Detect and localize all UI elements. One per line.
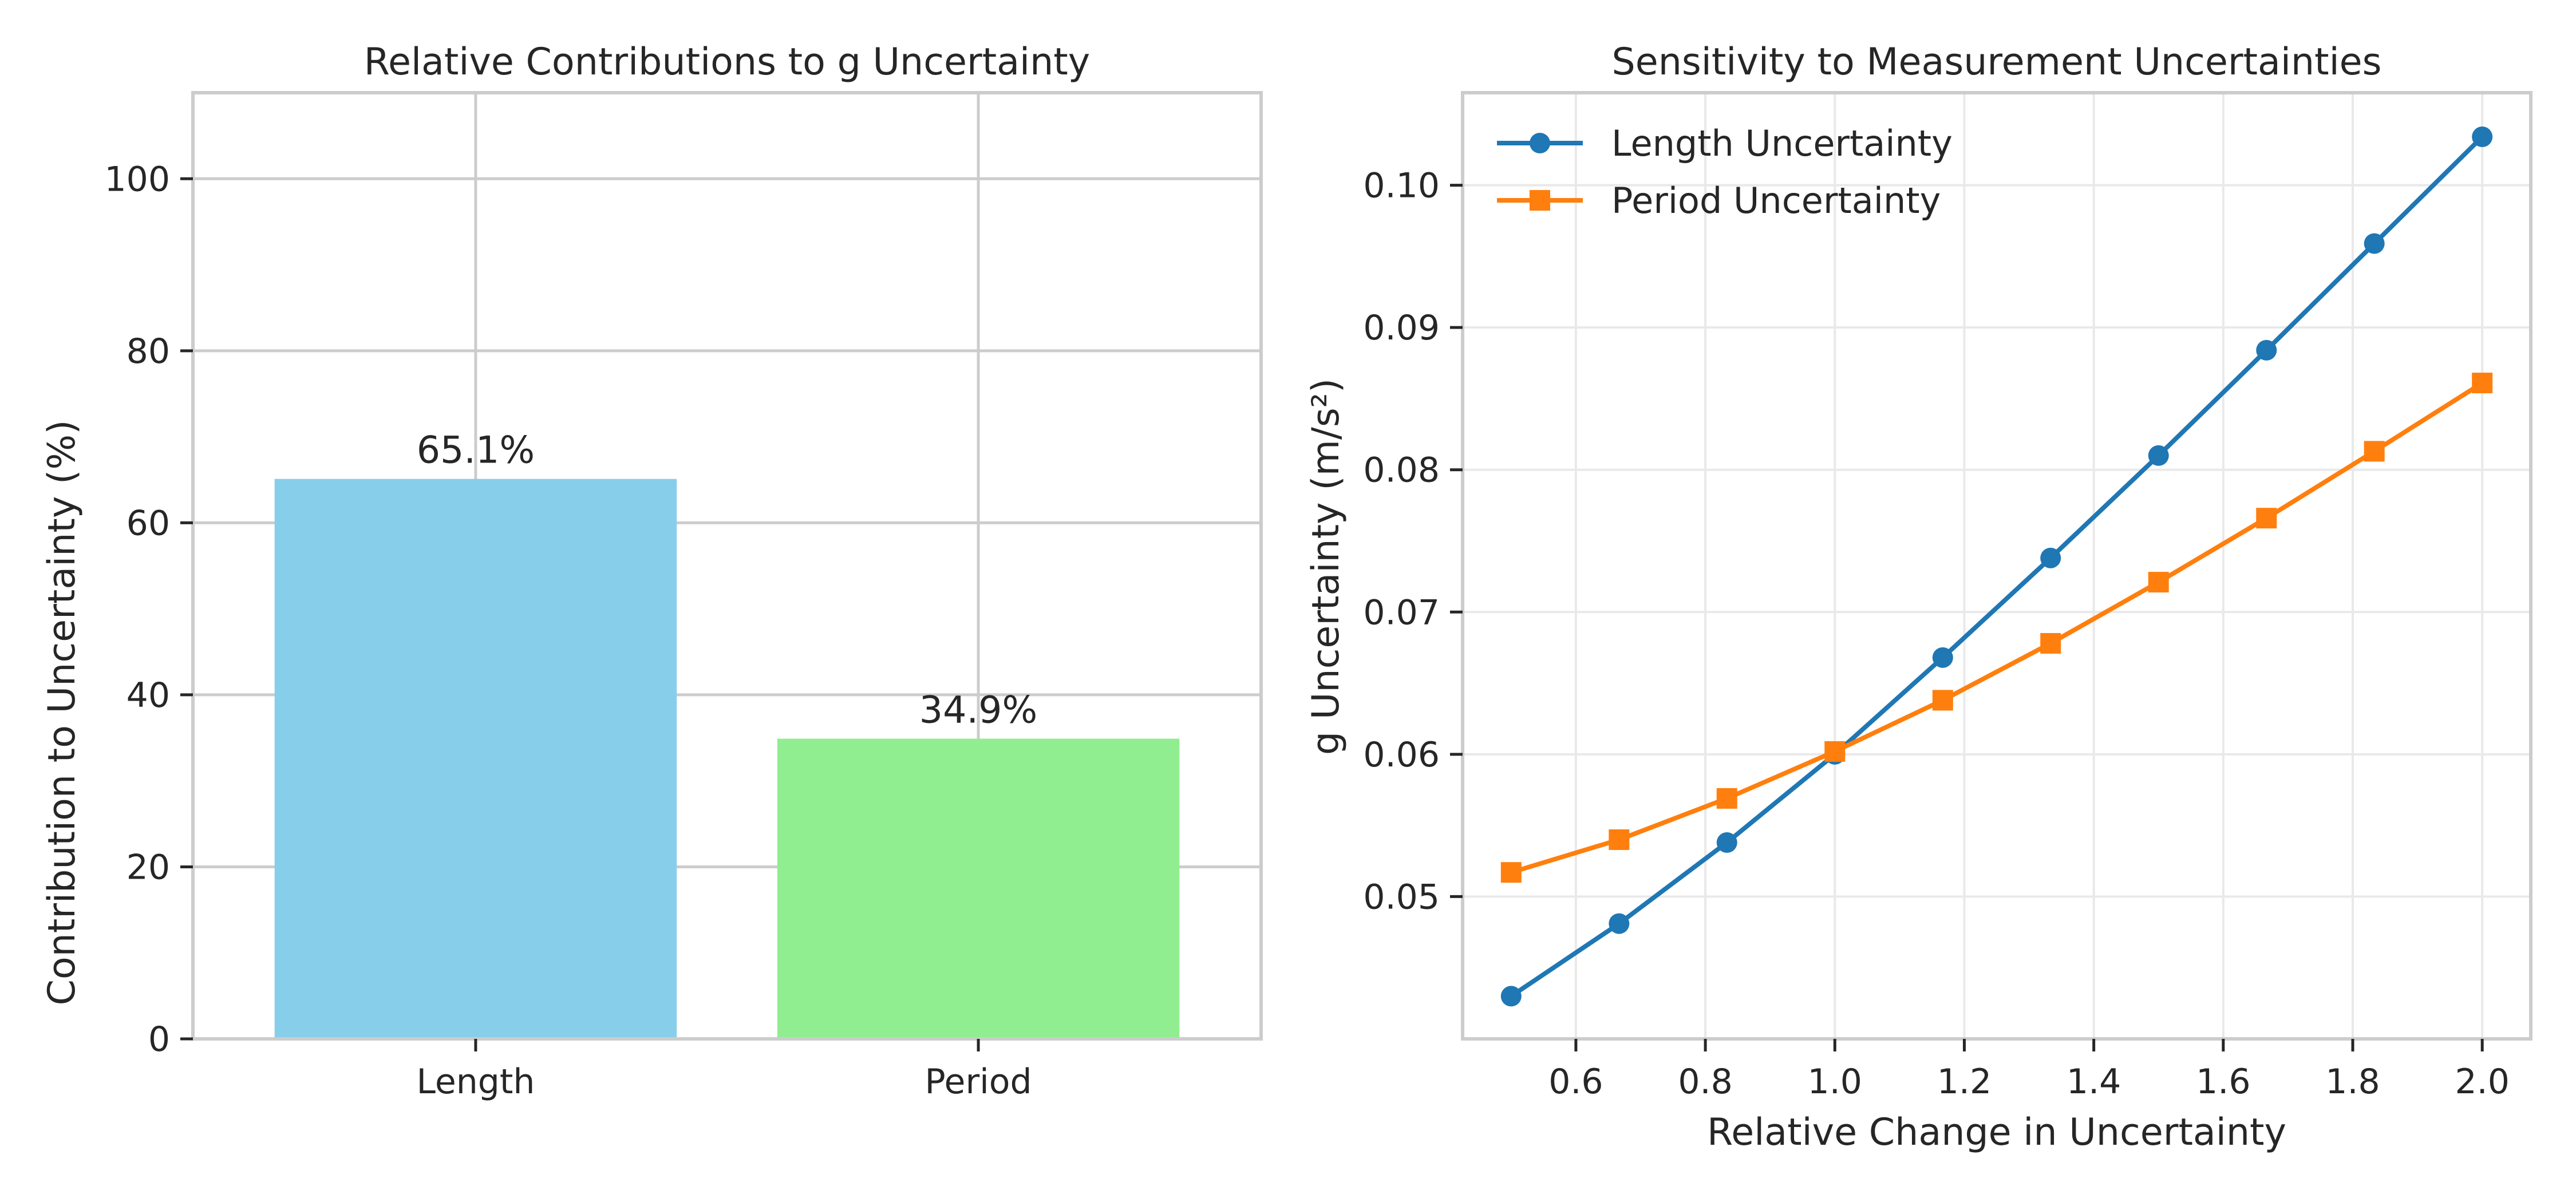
length-uncertainty-point [1609,913,1630,934]
length-uncertainty-point [2472,126,2493,148]
line-chart-x-tick-label: 1.2 [1937,1062,1992,1102]
length-uncertainty-point [2148,445,2169,466]
bar-period [777,738,1180,1039]
bar-chart-y-tick-label: 60 [127,503,170,543]
line-chart-y-axis-label: g Uncertainty (m/s²) [1305,378,1348,755]
period-uncertainty-point [2364,441,2385,462]
bar-data-label: 65.1% [417,429,535,472]
line-chart-series [1500,126,2493,1007]
bar-chart-y-tick-label: 40 [127,675,170,715]
legend-length-uncertainty-label: Length Uncertainty [1611,122,1953,164]
length-uncertainty-line [1510,135,2484,998]
bar-chart-y-axis-label: Contribution to Uncertainty (%) [41,420,84,1005]
period-uncertainty-point [2148,572,2169,593]
line-chart-x-tick-label: 1.0 [1808,1062,1862,1102]
line-chart-x-tick-label: 1.8 [2325,1062,2380,1102]
length-uncertainty-point [1716,832,1737,853]
bar-chart-data-labels: 65.1% 34.9% [417,429,1038,732]
legend-length-uncertainty-marker [1530,133,1550,153]
period-uncertainty-point [1932,690,1953,711]
bar-chart-y-tick-label: 20 [127,847,170,887]
line-chart-x-tick-label: 0.6 [1548,1062,1603,1102]
line-chart-ticks: 0.6 0.8 1.0 1.2 1.4 1.6 1.8 2.0 0.05 0.06 0.07 0.08… [1363,166,2509,1102]
length-uncertainty-point [1500,986,1522,1007]
bar-chart-y-tick-label: 80 [127,331,170,371]
line-chart-y-tick-label: 0.08 [1363,450,1440,491]
bar-data-label: 34.9% [919,689,1038,732]
period-uncertainty-point [2472,373,2493,394]
length-uncertainty-point [2256,339,2277,361]
period-uncertainty-point [1716,788,1737,809]
bar-chart-x-tick-label: Period [925,1062,1032,1102]
period-uncertainty-point [1609,829,1630,850]
bar-chart-bars [274,479,1180,1039]
line-chart-y-tick-label: 0.10 [1363,166,1440,206]
bar-length [274,479,677,1039]
line-chart-x-tick-label: 2.0 [2455,1062,2509,1102]
line-chart-y-tick-label: 0.06 [1363,735,1440,775]
period-uncertainty-point [1824,741,1846,762]
line-chart-x-tick-label: 1.6 [2196,1062,2250,1102]
period-uncertainty-point [2256,508,2277,529]
bar-chart-title: Relative Contributions to g Uncertainty [364,41,1090,84]
line-chart-y-tick-label: 0.09 [1363,308,1440,348]
period-uncertainty-line [1510,381,2484,875]
period-uncertainty-point [2040,632,2061,654]
line-chart-y-tick-label: 0.05 [1363,877,1440,917]
line-chart-x-tick-label: 1.4 [2067,1062,2121,1102]
line-chart-legend: Length Uncertainty Period Uncertainty [1497,122,1953,222]
bar-chart-y-tick-label: 0 [148,1019,170,1059]
line-chart-gridlines [1463,93,2531,1039]
bar-chart-y-tick-label: 100 [104,159,170,199]
bar-chart: Relative Contributions to g Uncertainty … [41,41,1263,1102]
line-chart-x-axis-label: Relative Change in Uncertainty [1707,1111,2286,1154]
line-chart-title: Sensitivity to Measurement Uncertainties [1611,41,2381,84]
line-chart-y-tick-label: 0.07 [1363,592,1440,632]
length-uncertainty-point [1932,647,1953,668]
legend-period-uncertainty-marker [1530,190,1550,211]
bar-chart-ticks: 0 20 40 60 80 100 Length Period [104,159,1032,1102]
bar-chart-x-tick-label: Length [416,1062,535,1102]
line-chart: Sensitivity to Measurement Uncertainties… [1305,41,2532,1154]
line-chart-frame [1461,91,2532,1041]
bar-chart-frame [191,91,1263,1041]
legend-period-uncertainty-label: Period Uncertainty [1611,180,1941,222]
line-chart-x-tick-label: 0.8 [1678,1062,1732,1102]
length-uncertainty-point [2040,547,2061,568]
length-uncertainty-point [2364,233,2385,254]
period-uncertainty-point [1500,862,1522,883]
